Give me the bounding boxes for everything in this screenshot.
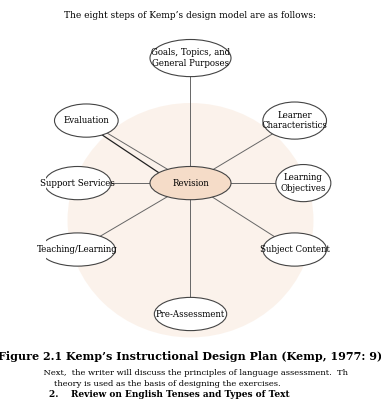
Ellipse shape [263, 102, 327, 139]
Text: Next,  the writer will discuss the principles of language assessment.  Th: Next, the writer will discuss the princi… [33, 369, 348, 377]
Text: Learner
Characteristics: Learner Characteristics [262, 111, 328, 130]
Text: Revision: Revision [172, 178, 209, 188]
Text: Subject Content: Subject Content [260, 245, 330, 254]
Ellipse shape [154, 298, 227, 330]
Text: Pre-Assessment: Pre-Assessment [156, 310, 225, 318]
Text: Learning
Objectives: Learning Objectives [280, 173, 326, 193]
Text: Teaching/Learning: Teaching/Learning [37, 245, 118, 254]
Ellipse shape [40, 233, 115, 266]
Ellipse shape [263, 233, 327, 266]
Ellipse shape [276, 164, 331, 202]
Ellipse shape [54, 104, 118, 137]
Ellipse shape [150, 166, 231, 200]
Text: Evaluation: Evaluation [64, 116, 109, 125]
Text: Support Services: Support Services [40, 178, 115, 188]
Ellipse shape [44, 166, 111, 200]
Text: Goals, Topics, and
General Purposes: Goals, Topics, and General Purposes [151, 49, 230, 68]
Text: 2.    Review on English Tenses and Types of Text: 2. Review on English Tenses and Types of… [49, 390, 289, 399]
Text: The eight steps of Kemp’s design model are as follows:: The eight steps of Kemp’s design model a… [64, 11, 317, 20]
Ellipse shape [67, 103, 314, 338]
Text: theory is used as the basis of designing the exercises.: theory is used as the basis of designing… [54, 381, 281, 389]
Text: Figure 2.1 Kemp’s Instructional Design Plan (Kemp, 1977: 9): Figure 2.1 Kemp’s Instructional Design P… [0, 351, 381, 362]
Ellipse shape [150, 39, 231, 77]
